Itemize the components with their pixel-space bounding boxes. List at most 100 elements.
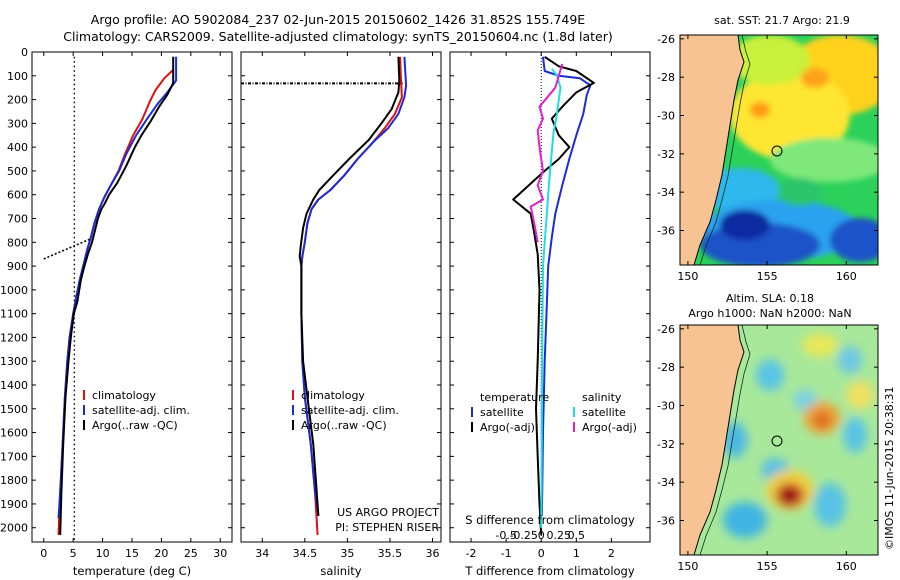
legend-label: satellite (480, 406, 524, 419)
s-difference-tick-label: -0.5 (495, 529, 516, 542)
map-lon-label: 155 (757, 560, 778, 573)
project-annotation: PI: STEPHEN RISER (335, 521, 439, 534)
sla-blue-east (843, 417, 867, 453)
sla-coastline (693, 325, 745, 555)
legend-title-salinity: salinity (582, 391, 622, 404)
legend-label: satellite (582, 406, 626, 419)
temperature-xtick-label: 15 (125, 547, 139, 560)
difference-plot-area (512, 52, 595, 542)
temperature-xtick-label: 0 (40, 547, 47, 560)
sla-yellow-north (802, 333, 838, 357)
depth-tick-label: 1800 (0, 474, 28, 487)
legend-label: Argo(-adj) (582, 421, 637, 434)
sla-argo-location (771, 435, 783, 447)
copyright-stamp: ©IMOS 11-Jun-2015 20:38:31 (883, 386, 896, 550)
sst-orange-spot2 (750, 102, 770, 118)
series-argo-raw-qc- (298, 56, 401, 516)
map-lat-label: -36 (657, 515, 675, 528)
depth-tick-label: 1200 (0, 331, 28, 344)
figure-title-line2: Climatology: CARS2009. Satellite-adjuste… (63, 29, 613, 44)
depth-tick-label: 500 (7, 165, 28, 178)
difference-frame (449, 51, 651, 543)
sla-map-title-line2: Argo h1000: NaN h2000: NaN (688, 307, 851, 320)
salinity-xlabel: salinity (320, 564, 361, 578)
figure-title-line1: Argo profile: AO 5902084_237 02-Jun-2015… (91, 12, 586, 27)
sla-blue-north (756, 359, 784, 391)
sla-map-axes: -26 -28 -30 -32 -34 -36 150 155 160 (657, 323, 878, 573)
s-difference-tick-label: 0 (538, 529, 545, 542)
map-lat-label: -26 (657, 323, 675, 336)
sla-blue-ne (838, 346, 862, 374)
temperature-xtick-label: 20 (154, 547, 168, 560)
series-t-satellite (540, 56, 592, 516)
sst-map (680, 35, 878, 265)
legend-label: Argo(-adj) (480, 421, 535, 434)
depth-tick-label: 1000 (0, 284, 28, 297)
temperature-xtick-label: 10 (96, 547, 110, 560)
map-lat-label: -30 (657, 400, 675, 413)
depth-tick-label: 300 (7, 117, 28, 130)
series-satellite-adj-clim- (300, 56, 408, 516)
series-s-satellite (540, 68, 562, 528)
depth-tick-label: 700 (7, 213, 28, 226)
map-lat-label: -26 (657, 33, 675, 46)
salinity-panel: 34 34.5 35 35.5 36 salinity climatology satelli… (240, 51, 442, 578)
map-lat-label: -34 (657, 476, 675, 489)
legend-title-temperature: temperature (480, 391, 549, 404)
legend-label: satellite-adj. clim. (92, 404, 190, 417)
map-lon-label: 160 (836, 560, 857, 573)
depth-tick-label: 2000 (0, 522, 28, 535)
map-lat-label: -32 (657, 438, 675, 451)
difference-xtick-label: 1 (573, 547, 580, 560)
sst-map-title: sat. SST: 21.7 Argo: 21.9 (714, 14, 850, 27)
sst-coastline (693, 35, 745, 265)
project-annotation: US ARGO PROJECT (337, 506, 439, 519)
salinity-xtick-label: 34.5 (293, 547, 318, 560)
salinity-xtick-label: 35 (340, 547, 354, 560)
map-lon-label: 150 (677, 560, 698, 573)
qc-flag-line (43, 237, 92, 260)
depth-tick-label: 1400 (0, 379, 28, 392)
depth-tick-label: 1100 (0, 308, 28, 321)
s-difference-tick-label: -0.25 (509, 529, 537, 542)
map-lat-label: -32 (657, 148, 675, 161)
sla-blue-se (814, 483, 846, 527)
difference-xtick-label: -1 (501, 547, 512, 560)
sst-map-axes: -26 -28 -30 -32 -34 -36 150 155 160 (657, 33, 878, 283)
legend-label: Argo(..raw -QC) (301, 419, 387, 432)
sla-red-center (814, 412, 830, 428)
series-t-argo-adj- (512, 55, 595, 535)
series-argo-raw-qc- (59, 56, 175, 535)
map-lon-label: 160 (836, 270, 857, 283)
depth-tick-label: 1700 (0, 450, 28, 463)
sst-map-frame (679, 34, 879, 266)
salinity-plot-area (241, 56, 408, 535)
difference-xtick-label: 2 (608, 547, 615, 560)
sst-land (680, 35, 744, 265)
depth-tick-label: 1300 (0, 355, 28, 368)
temperature-panel: 0100200300400500600700800900100011001200… (0, 46, 233, 578)
temperature-plot-area (43, 56, 178, 542)
salinity-xtick-label: 35.5 (378, 547, 403, 560)
temperature-xtick-label: 25 (184, 547, 198, 560)
s-difference-tick-label: 0.5 (568, 529, 586, 542)
legend-label: climatology (301, 389, 365, 402)
legend-label: satellite-adj. clim. (301, 404, 399, 417)
series-s-argo-adj- (529, 63, 564, 243)
map-lat-label: -36 (657, 225, 675, 238)
salinity-xtick-label: 36 (425, 547, 439, 560)
depth-tick-label: 1900 (0, 498, 28, 511)
legend-label: climatology (92, 389, 156, 402)
depth-tick-label: 200 (7, 94, 28, 107)
map-lat-label: -28 (657, 361, 675, 374)
sst-argo-location (771, 145, 783, 157)
map-lon-label: 150 (677, 270, 698, 283)
map-lat-label: -34 (657, 186, 675, 199)
sst-cold-east (830, 218, 878, 262)
legend-label: Argo(..raw -QC) (92, 419, 178, 432)
depth-tick-label: 1600 (0, 427, 28, 440)
difference-panel: -2 -1 0 1 2 T difference from climatology temp… (449, 51, 651, 578)
sst-green-patch (778, 178, 822, 206)
series-satellite-adj-clim- (57, 56, 178, 519)
